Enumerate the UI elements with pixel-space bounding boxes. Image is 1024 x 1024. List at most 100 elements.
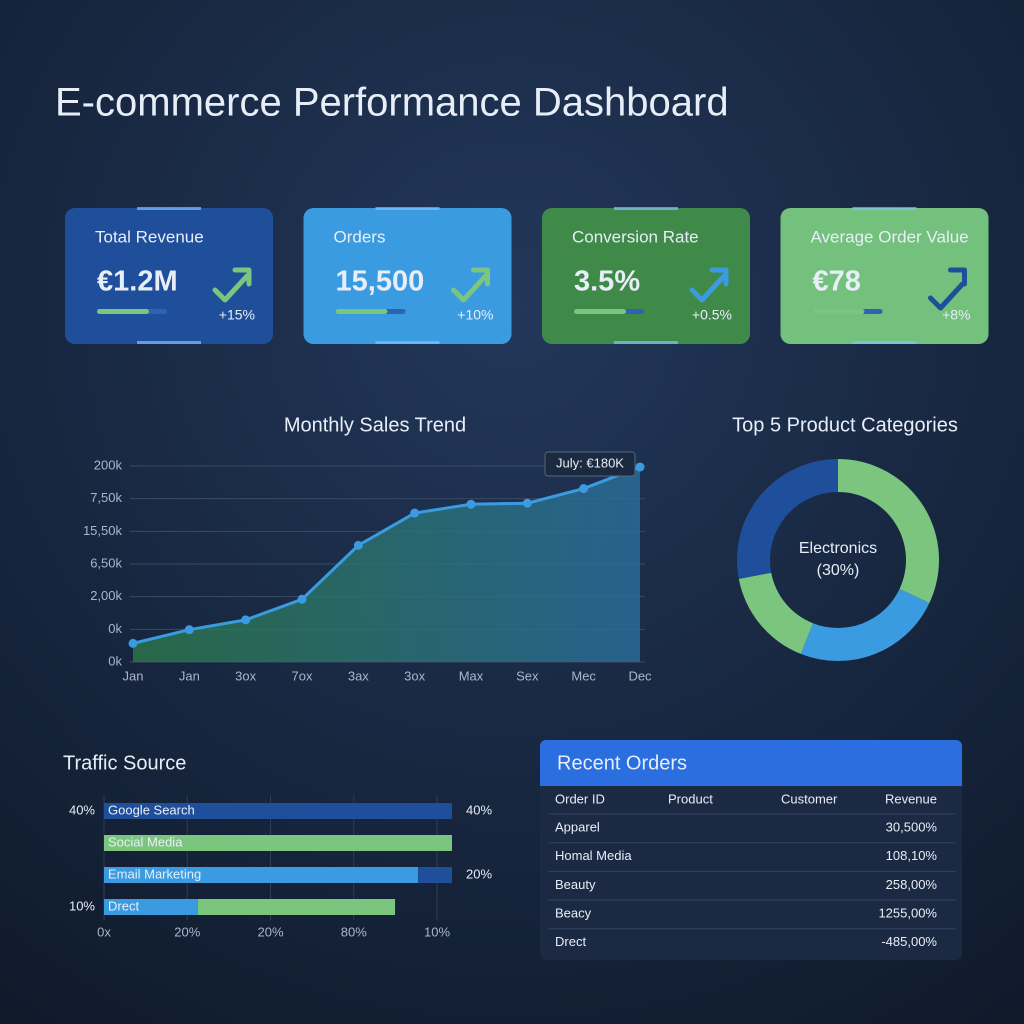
x-tick-label: 7ox (292, 668, 313, 683)
kpi-label: Average Order Value (811, 227, 969, 246)
point (635, 462, 645, 472)
y-tick-label: 0k (108, 653, 122, 668)
x-tick-label: 3ox (235, 668, 256, 683)
cell: Drect (555, 934, 586, 949)
content: Total Revenue €1.2M +15% Orders 15,500 +10% Co… (63, 207, 989, 960)
cell: -485,00% (881, 934, 937, 949)
bar-segment (104, 835, 452, 851)
point (353, 540, 363, 550)
cell: 108,10% (886, 848, 938, 863)
bar-segment (418, 867, 452, 883)
x-tick-label: 10% (424, 924, 450, 939)
table-header-band (540, 740, 962, 786)
cell: Beacy (555, 906, 592, 921)
card-accent (852, 207, 917, 210)
x-tick-label: 80% (341, 924, 367, 939)
kpi-value: €1.2M (97, 266, 178, 298)
card-accent (614, 207, 678, 210)
y-tick-label: 200k (94, 457, 123, 472)
progress-fill (574, 309, 626, 314)
bar-segment (197, 899, 396, 915)
column-header: Order ID (555, 791, 605, 806)
y-tick-label: 0k (108, 621, 122, 636)
trend-arrow (451, 267, 490, 303)
x-tick-label: Mec (571, 668, 596, 683)
card-accent (852, 341, 917, 344)
point (522, 498, 532, 508)
progress-fill (97, 309, 149, 314)
donut-segment (800, 588, 930, 661)
kpi-delta: +0.5% (692, 307, 732, 323)
column-header: Product (668, 791, 713, 806)
kpi-delta: +15% (219, 307, 255, 323)
y-tick-label: 7,50k (90, 490, 122, 505)
x-tick-label: 0x (97, 924, 111, 939)
chart-title: Monthly Sales Trend (284, 414, 466, 436)
table-title: Recent Orders (557, 752, 687, 774)
cell: 258,00% (886, 877, 938, 892)
card-accent (137, 207, 201, 210)
donut-segment (738, 572, 813, 654)
kpi-label: Conversion Rate (572, 227, 699, 246)
cell: Homal Media (555, 848, 632, 863)
y-tick-label: 6,50k (90, 555, 122, 570)
bar-label: Drect (108, 898, 139, 913)
point (297, 594, 307, 604)
donut-segment (838, 459, 939, 604)
card-accent (137, 341, 201, 344)
point (410, 508, 420, 518)
page-title: E-commerce Performance Dashboard (55, 81, 729, 125)
card-accent (375, 341, 440, 344)
kpi-delta: +8% (942, 307, 970, 323)
kpi-delta: +10% (457, 307, 493, 323)
y-tick-label: 2,00k (90, 588, 122, 603)
donut-center-label: Electronics (799, 540, 877, 557)
cell: Apparel (555, 819, 600, 834)
x-tick-label: Jan (123, 668, 144, 683)
annotation-box (544, 451, 636, 477)
left-label: 10% (69, 898, 95, 913)
bar-segment (104, 867, 419, 883)
right-label: 40% (466, 802, 492, 817)
column-header: Customer (781, 791, 838, 806)
trend-arrow (928, 267, 967, 311)
bar-segment (104, 899, 198, 915)
bar-segment (104, 803, 452, 819)
point (241, 615, 251, 625)
point (184, 625, 194, 635)
chart-title: Top 5 Product Categories (732, 414, 958, 436)
annotation: July: €180K (556, 455, 624, 470)
line (132, 465, 641, 645)
trend-arrow (212, 267, 252, 303)
donut-segment (737, 459, 838, 579)
x-tick-label: 3ax (348, 668, 369, 683)
table-panel (540, 740, 962, 960)
point (579, 484, 589, 494)
progress-fill (812, 309, 865, 314)
point (128, 638, 138, 648)
x-tick-label: Sex (516, 668, 539, 683)
x-tick-label: Dec (628, 668, 652, 683)
card-accent (614, 341, 678, 344)
cell: Beauty (555, 877, 596, 892)
x-tick-label: 20% (174, 924, 200, 939)
area (133, 466, 640, 662)
x-tick-label: 3ox (404, 668, 425, 683)
bar-label: Google Search (108, 802, 195, 817)
bar-label: Social Media (108, 834, 183, 849)
x-tick-label: Max (459, 668, 484, 683)
trend-arrow (689, 267, 729, 303)
cell: 30,500% (886, 819, 938, 834)
point (466, 499, 476, 509)
kpi-value: 3.5% (574, 266, 640, 298)
kpi-value: €78 (813, 266, 861, 298)
donut-center-label: (30%) (817, 562, 860, 579)
card-accent (375, 207, 440, 210)
x-tick-label: 20% (257, 924, 283, 939)
chart-title: Traffic Source (63, 752, 186, 774)
kpi-value: 15,500 (336, 266, 425, 298)
progress-fill (335, 309, 388, 314)
kpi-label: Total Revenue (95, 227, 204, 246)
cell: 1255,00% (878, 906, 937, 921)
